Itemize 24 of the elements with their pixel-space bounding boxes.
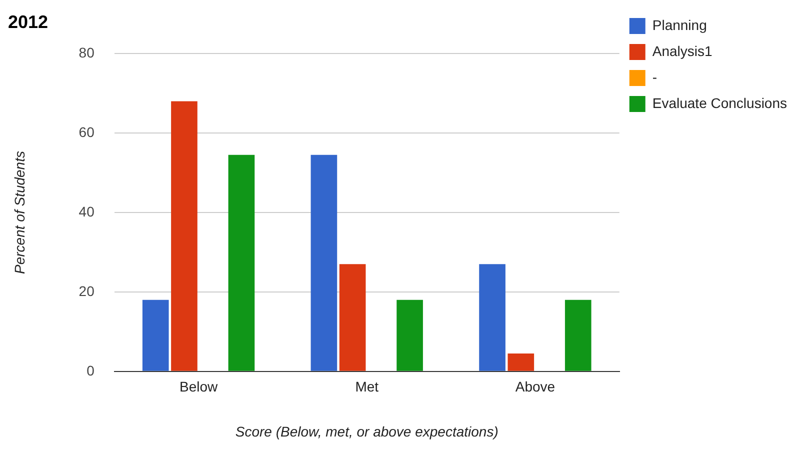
bar <box>479 264 506 371</box>
y-tick-label: 60 <box>78 124 95 140</box>
y-tick-label: 80 <box>78 44 95 60</box>
bar <box>508 354 534 371</box>
x-tick-label: Below <box>179 378 218 395</box>
legend-label: Analysis1 <box>652 42 712 59</box>
bar <box>339 264 366 371</box>
x-tick-label: Above <box>515 378 556 395</box>
legend-label: Evaluate Conclusions <box>652 94 788 111</box>
y-tick-label: 0 <box>86 362 95 378</box>
legend-label: - <box>652 68 658 85</box>
y-axis-title: Percent of Students <box>11 151 28 274</box>
bar <box>171 101 198 371</box>
x-tick-label: Met <box>355 378 379 395</box>
x-axis-title: Score (Below, met, or above expectations) <box>235 423 498 440</box>
y-tick-label: 40 <box>78 203 95 220</box>
bar <box>396 300 423 371</box>
bar <box>564 300 592 371</box>
bar <box>310 154 338 371</box>
legend-label: Planning <box>652 16 707 33</box>
chart-title: 2012 <box>8 12 48 32</box>
bar <box>142 300 169 371</box>
bar <box>228 154 255 371</box>
y-tick-label: 20 <box>78 282 95 299</box>
